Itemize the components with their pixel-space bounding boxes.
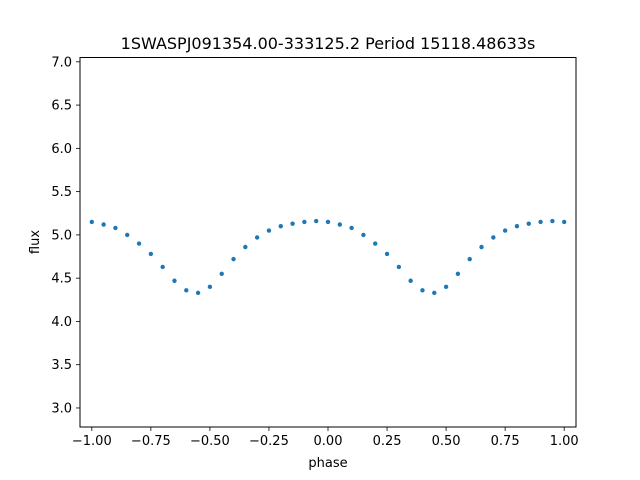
data-point: [502, 228, 508, 233]
data-point: [195, 290, 201, 296]
x-tick-label: 0.75: [491, 434, 520, 449]
data-point: [219, 271, 224, 277]
y-tick-label: 7.0: [51, 55, 72, 70]
data-point: [266, 228, 272, 233]
data-point: [148, 251, 154, 257]
y-tick-label: 5.0: [51, 228, 72, 243]
y-tick-label: 3.0: [51, 401, 72, 416]
data-point: [373, 241, 378, 246]
data-point: [243, 244, 248, 250]
y-axis-label: flux: [28, 230, 43, 254]
data-point: [184, 288, 189, 293]
data-point: [443, 284, 449, 290]
x-tick-label: 0.25: [373, 434, 402, 449]
x-tick-label: 0.00: [314, 434, 343, 449]
data-point: [290, 221, 295, 226]
data-point: [384, 251, 390, 257]
data-point: [361, 232, 366, 238]
y-axis: 3.0 3.5 4.0 4.5 5.0 5.5 6.0 6.5 7.0: [51, 55, 80, 416]
data-point: [479, 244, 484, 250]
x-axis-label: phase: [308, 456, 347, 471]
data-point: [432, 290, 437, 296]
data-point: [550, 218, 555, 224]
data-point: [101, 222, 106, 227]
data-point: [313, 218, 319, 224]
data-point: [420, 288, 425, 293]
x-tick-label: −0.25: [249, 434, 289, 449]
data-point: [337, 222, 343, 227]
y-tick-label: 6.0: [51, 142, 72, 157]
data-point: [526, 221, 531, 226]
y-tick-label: 5.5: [51, 185, 72, 200]
y-tick-label: 3.5: [51, 358, 72, 373]
data-point: [254, 235, 260, 240]
data-point: [396, 264, 402, 270]
data-point: [207, 284, 213, 290]
data-point: [278, 224, 283, 229]
x-tick-label: −0.75: [131, 434, 171, 449]
data-point: [561, 219, 567, 225]
y-tick-label: 4.0: [51, 315, 72, 330]
data-point: [172, 278, 177, 283]
data-point: [89, 219, 95, 225]
data-point: [302, 219, 307, 225]
y-tick-label: 4.5: [51, 272, 72, 287]
data-point: [125, 232, 130, 238]
x-tick-label: 0.50: [432, 434, 461, 449]
data-point: [455, 271, 461, 277]
data-points: [89, 218, 567, 296]
chart-title: 1SWASPJ091354.00-333125.2 Period 15118.4…: [121, 34, 536, 53]
data-point: [113, 225, 118, 231]
data-point: [408, 278, 413, 283]
data-point: [491, 235, 496, 240]
data-point: [514, 224, 520, 229]
data-point: [160, 264, 165, 270]
x-axis: −1.00 −0.75 −0.50 −0.25 0.00 0.25 0.50 0.75 1.00: [72, 427, 579, 449]
data-point: [231, 256, 236, 262]
x-tick-label: −0.50: [190, 434, 230, 449]
data-point: [467, 256, 472, 262]
data-point: [325, 219, 331, 225]
x-tick-label: 1.00: [550, 434, 579, 449]
y-tick-label: 6.5: [51, 99, 72, 114]
data-point: [349, 225, 354, 231]
x-tick-label: −1.00: [72, 434, 112, 449]
data-point: [538, 219, 543, 225]
data-point: [136, 241, 142, 246]
